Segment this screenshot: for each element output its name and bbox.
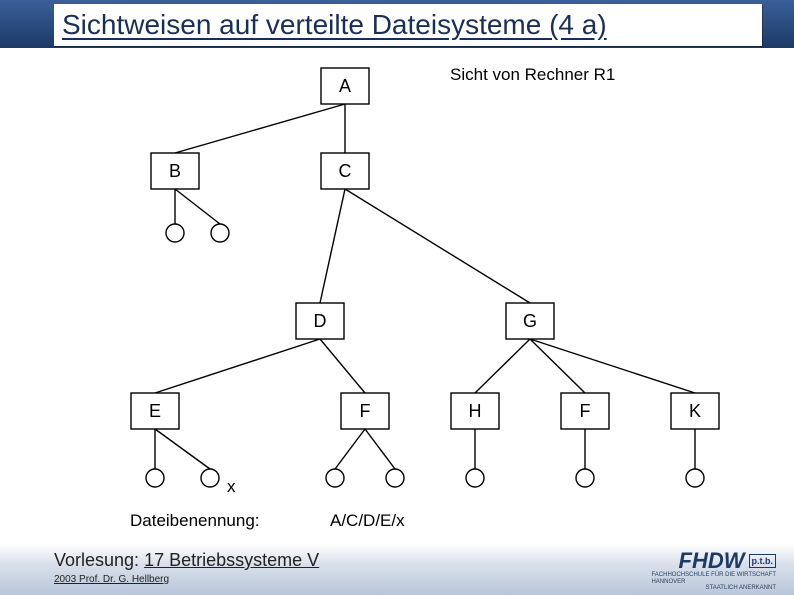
tree-leaf — [166, 224, 184, 242]
logo: FHDW p.t.b. FACHHOCHSCHULE FÜR DIE WIRTS… — [606, 548, 776, 590]
tree-edge — [345, 189, 530, 303]
tree-node-label: F — [580, 401, 591, 421]
tree-node-label: C — [339, 161, 352, 181]
logo-sub1: FACHHOCHSCHULE FÜR DIE WIRTSCHAFT — [651, 572, 776, 579]
tree-edge — [475, 339, 530, 393]
tree-leaf — [686, 469, 704, 487]
tree-diagram: A B C D G E F H F Kx Sicht von Rechner R1 Dateibene… — [0, 48, 794, 548]
tree-leaf — [146, 469, 164, 487]
tree-edge — [320, 339, 365, 393]
tree-edge — [320, 189, 345, 303]
tree-node-label: K — [689, 401, 701, 421]
tree-edge — [335, 429, 365, 469]
lecture-label: Vorlesung: — [54, 550, 144, 570]
tree-leaf — [201, 469, 219, 487]
tree-node-label: F — [360, 401, 371, 421]
tree-leaf — [211, 224, 229, 242]
tree-node-label: H — [469, 401, 482, 421]
logo-suffix: p.t.b. — [749, 554, 777, 568]
footer-lecture: Vorlesung: 17 Betriebssysteme V — [54, 550, 319, 571]
annotation: Sicht von Rechner R1 — [450, 65, 615, 84]
tree-leaf — [326, 469, 344, 487]
tree-node-label: B — [169, 161, 181, 181]
tree-edge — [530, 339, 585, 393]
tree-node-label: G — [523, 311, 537, 331]
tree-leaf — [386, 469, 404, 487]
tree-edge — [155, 429, 210, 469]
footer-copyright: 2003 Prof. Dr. G. Hellberg — [54, 574, 169, 585]
logo-text: FHDW — [679, 548, 745, 574]
tree-edge — [365, 429, 395, 469]
tree-node-label: A — [339, 76, 351, 96]
tree-edge — [530, 339, 695, 393]
tree-leaf — [466, 469, 484, 487]
tree-edge — [175, 189, 220, 224]
naming-path: A/C/D/E/x — [330, 511, 405, 530]
logo-sub: FACHHOCHSCHULE FÜR DIE WIRTSCHAFT HANNOV… — [651, 572, 776, 592]
tree-leaf — [576, 469, 594, 487]
naming-label: Dateibenennung: — [130, 511, 260, 530]
tree-node-label: D — [314, 311, 327, 331]
file-label-x: x — [227, 477, 236, 496]
lecture-title: 17 Betriebssysteme V — [144, 550, 319, 570]
logo-sub3: STAATLICH ANERKANNT — [651, 585, 776, 592]
logo-main: FHDW p.t.b. — [679, 548, 776, 574]
tree-edge — [175, 104, 345, 153]
tree-node-label: E — [149, 401, 161, 421]
slide-title: Sichtweisen auf verteilte Dateisysteme (… — [54, 4, 762, 46]
tree-edge — [155, 339, 320, 393]
logo-sub2: HANNOVER — [651, 579, 776, 586]
